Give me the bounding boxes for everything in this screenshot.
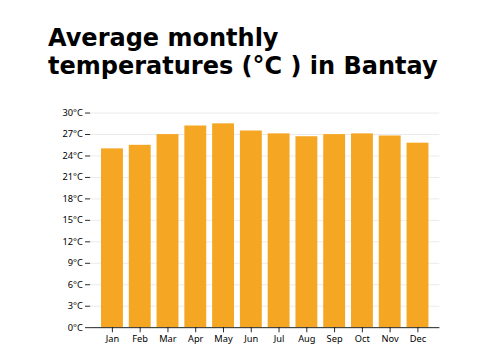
svg-text:9°C: 9°C xyxy=(68,256,83,269)
svg-text:Oct: Oct xyxy=(355,332,371,345)
svg-text:Mar: Mar xyxy=(159,332,177,345)
svg-text:Apr: Apr xyxy=(188,332,204,345)
svg-text:Aug: Aug xyxy=(298,332,315,345)
svg-text:Jul: Jul xyxy=(273,332,285,345)
svg-text:Feb: Feb xyxy=(132,332,148,345)
svg-text:Jan: Jan xyxy=(105,332,119,345)
svg-text:18°C: 18°C xyxy=(63,192,84,205)
svg-text:24°C: 24°C xyxy=(63,149,84,162)
svg-text:Nov: Nov xyxy=(382,332,399,345)
svg-text:Jun: Jun xyxy=(243,332,258,345)
svg-text:6°C: 6°C xyxy=(68,278,83,291)
svg-text:May: May xyxy=(214,332,233,345)
svg-text:15°C: 15°C xyxy=(63,213,84,226)
svg-text:3°C: 3°C xyxy=(68,299,83,312)
svg-text:Dec: Dec xyxy=(410,332,427,345)
svg-text:Sep: Sep xyxy=(327,332,343,345)
svg-text:0°C: 0°C xyxy=(68,320,83,333)
svg-text:30°C: 30°C xyxy=(63,106,84,119)
html-text:Average monthly temperatures (: Average monthly temperatures (°C ) in Ba… xyxy=(48,23,438,80)
svg-text:27°C: 27°C xyxy=(63,127,84,140)
svg-text:12°C: 12°C xyxy=(63,235,84,248)
svg-text:21°C: 21°C xyxy=(63,170,84,183)
